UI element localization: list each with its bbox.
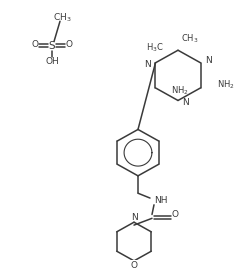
Text: NH$_2$: NH$_2$ bbox=[216, 79, 234, 91]
Text: O: O bbox=[172, 210, 179, 219]
Text: H$_3$C: H$_3$C bbox=[146, 41, 164, 54]
Text: OH: OH bbox=[45, 57, 59, 66]
Text: CH$_3$: CH$_3$ bbox=[53, 11, 71, 24]
Text: NH$_2$: NH$_2$ bbox=[172, 84, 189, 97]
Text: S: S bbox=[49, 41, 55, 51]
Text: O: O bbox=[66, 40, 72, 49]
Text: O: O bbox=[131, 261, 138, 269]
Text: N: N bbox=[205, 56, 212, 65]
Text: O: O bbox=[31, 40, 38, 49]
Text: CH$_3$: CH$_3$ bbox=[181, 32, 198, 45]
Text: N: N bbox=[182, 98, 189, 107]
Text: NH: NH bbox=[154, 196, 168, 206]
Text: N: N bbox=[131, 213, 137, 222]
Text: N: N bbox=[144, 60, 150, 69]
